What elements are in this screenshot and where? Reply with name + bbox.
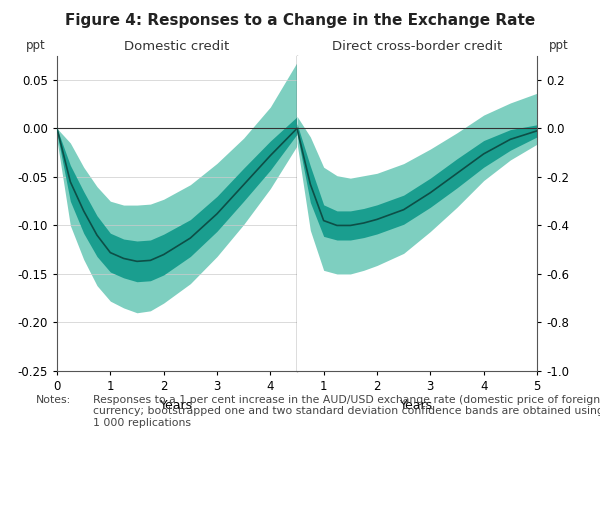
Text: ppt: ppt — [26, 40, 46, 52]
X-axis label: Years: Years — [160, 399, 194, 412]
Title: Domestic credit: Domestic credit — [124, 40, 230, 53]
X-axis label: Years: Years — [400, 399, 434, 412]
Text: Responses to a 1 per cent increase in the AUD/USD exchange rate (domestic price : Responses to a 1 per cent increase in th… — [93, 395, 600, 428]
Text: ppt: ppt — [548, 40, 568, 52]
Text: Figure 4: Responses to a Change in the Exchange Rate: Figure 4: Responses to a Change in the E… — [65, 13, 535, 28]
Text: Notes:: Notes: — [36, 395, 71, 405]
Title: Direct cross-border credit: Direct cross-border credit — [332, 40, 502, 53]
